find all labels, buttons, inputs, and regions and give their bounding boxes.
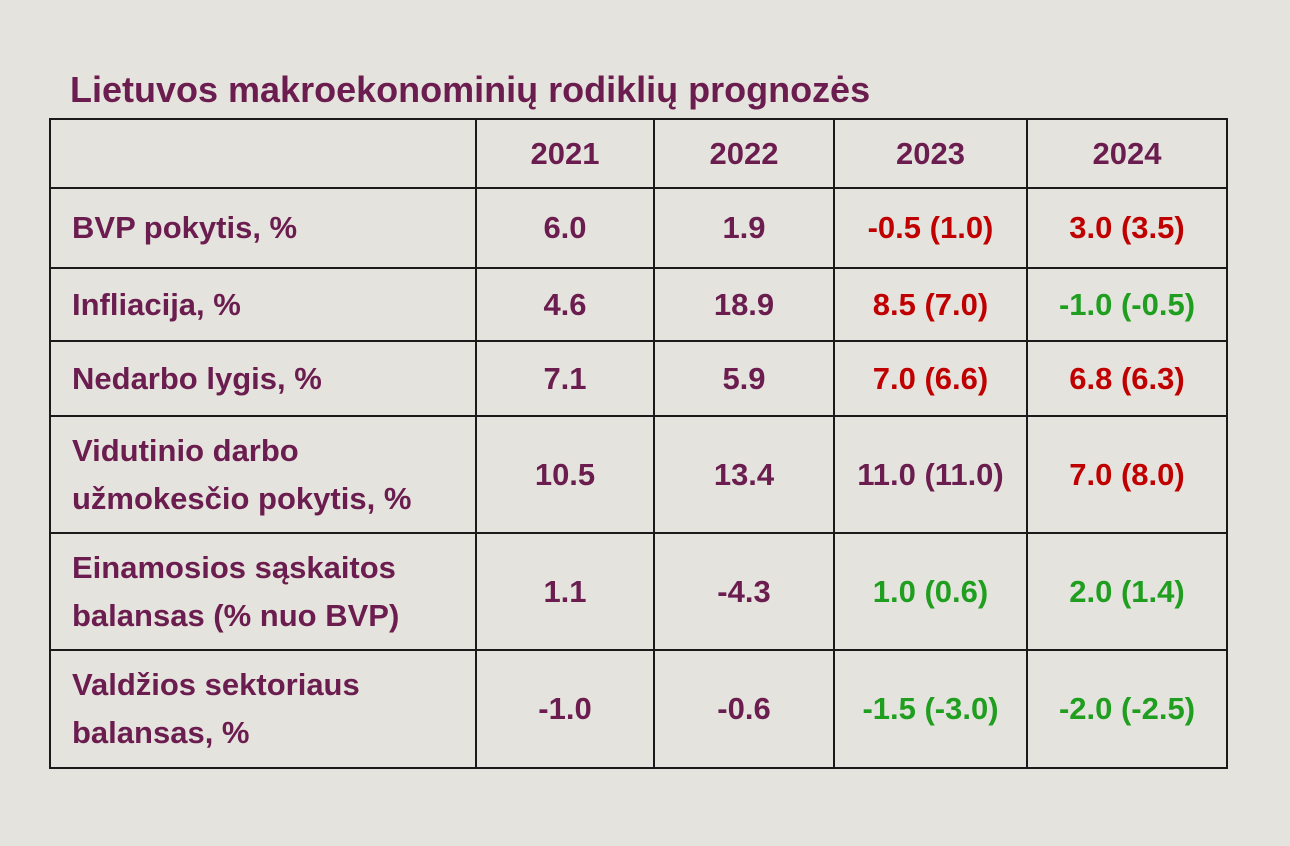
- table-cell: 7.0 (6.6): [833, 340, 1028, 417]
- table-row: Vidutinio darbo užmokesčio pokytis, % 10…: [49, 415, 1228, 534]
- table-row: Einamosios sąskaitos balansas (% nuo BVP…: [49, 532, 1228, 651]
- page-title: Lietuvos makroekonominių rodiklių progno…: [70, 69, 871, 110]
- table-row: Valdžios sektoriaus balansas, % -1.0 -0.…: [49, 649, 1228, 769]
- table-row: Infliacija, % 4.6 18.9 8.5 (7.0) -1.0 (-…: [49, 267, 1228, 342]
- table-cell: 8.5 (7.0): [833, 267, 1028, 342]
- table-cell: 6.0: [475, 187, 655, 269]
- table-cell: 1.1: [475, 532, 655, 651]
- table-cell: -0.5 (1.0): [833, 187, 1028, 269]
- table-cell: 6.8 (6.3): [1026, 340, 1228, 417]
- table-cell: 1.9: [653, 187, 835, 269]
- table-cell: -0.6: [653, 649, 835, 769]
- forecast-table: 2021 2022 2023 2024 BVP pokytis, % 6.0 1…: [49, 118, 1228, 769]
- table-cell: 13.4: [653, 415, 835, 534]
- table-cell: 3.0 (3.5): [1026, 187, 1228, 269]
- table-cell: 5.9: [653, 340, 835, 417]
- table-cell: 11.0 (11.0): [833, 415, 1028, 534]
- header-cell-2023: 2023: [833, 118, 1028, 189]
- table-cell: 18.9: [653, 267, 835, 342]
- table-cell: 4.6: [475, 267, 655, 342]
- header-cell-2021: 2021: [475, 118, 655, 189]
- table-cell: 10.5: [475, 415, 655, 534]
- table-row: BVP pokytis, % 6.0 1.9 -0.5 (1.0) 3.0 (3…: [49, 187, 1228, 269]
- table-cell: -2.0 (-2.5): [1026, 649, 1228, 769]
- header-cell-2024: 2024: [1026, 118, 1228, 189]
- table-cell: 7.0 (8.0): [1026, 415, 1228, 534]
- header-row: 2021 2022 2023 2024: [49, 118, 1228, 189]
- header-cell-2022: 2022: [653, 118, 835, 189]
- table-cell: 7.1: [475, 340, 655, 417]
- row-label: Infliacija, %: [49, 267, 477, 342]
- table-cell: 2.0 (1.4): [1026, 532, 1228, 651]
- table-cell: -1.0 (-0.5): [1026, 267, 1228, 342]
- table-row: Nedarbo lygis, % 7.1 5.9 7.0 (6.6) 6.8 (…: [49, 340, 1228, 417]
- row-label: Nedarbo lygis, %: [49, 340, 477, 417]
- table-cell: 1.0 (0.6): [833, 532, 1028, 651]
- row-label: Valdžios sektoriaus balansas, %: [49, 649, 477, 769]
- table-cell: -1.5 (-3.0): [833, 649, 1028, 769]
- header-cell-empty: [49, 118, 477, 189]
- row-label: BVP pokytis, %: [49, 187, 477, 269]
- row-label: Vidutinio darbo užmokesčio pokytis, %: [49, 415, 477, 534]
- table-cell: -1.0: [475, 649, 655, 769]
- row-label: Einamosios sąskaitos balansas (% nuo BVP…: [49, 532, 477, 651]
- table-cell: -4.3: [653, 532, 835, 651]
